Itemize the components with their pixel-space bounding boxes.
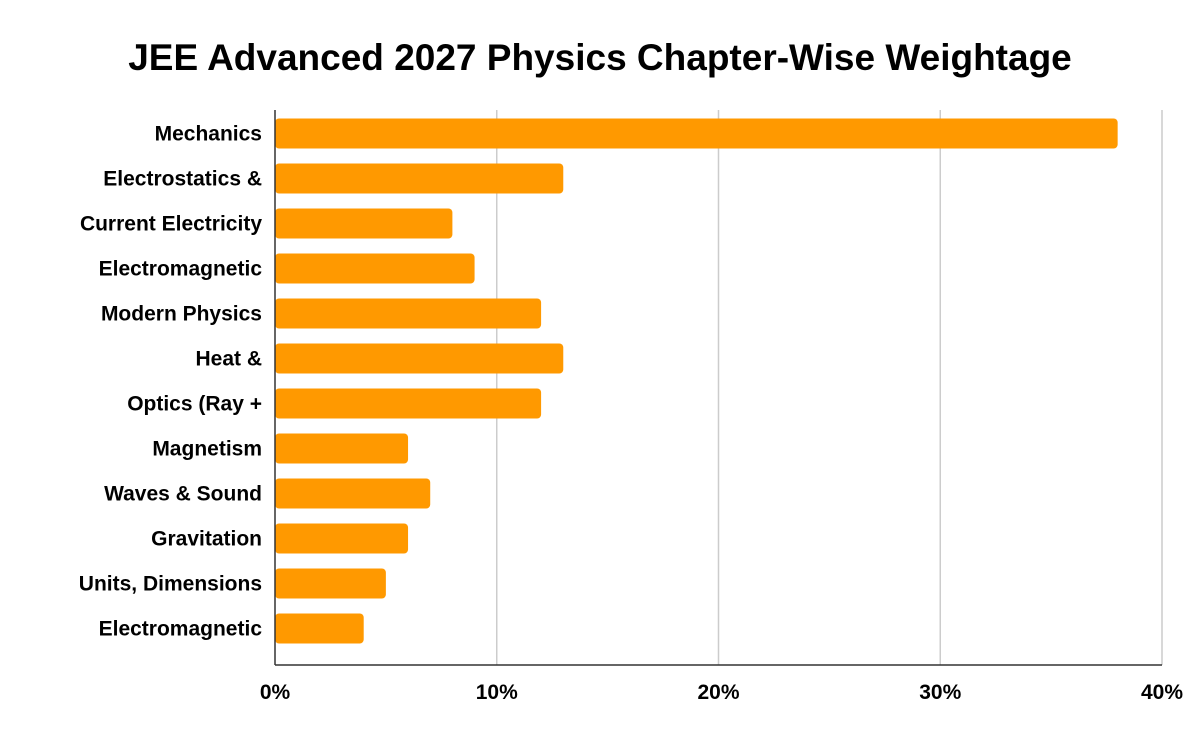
- bar: [275, 433, 409, 464]
- axes: [274, 110, 1162, 666]
- bars: [275, 118, 1118, 644]
- bar: [275, 163, 564, 194]
- bar: [275, 478, 431, 509]
- x-tick-label: 40%: [1141, 681, 1183, 704]
- category-label: Electromagnetic: [99, 258, 263, 281]
- category-label: Current Electricity: [80, 213, 262, 236]
- bar: [275, 523, 409, 554]
- bar: [275, 613, 364, 644]
- bar: [275, 208, 453, 239]
- category-label: Optics (Ray +: [127, 393, 262, 416]
- category-label: Heat &: [195, 348, 262, 371]
- category-labels: Mechanics Electrostatics & Current Electri…: [79, 123, 263, 641]
- bar: [275, 568, 386, 599]
- bar: [275, 298, 542, 329]
- category-label: Electrostatics &: [103, 168, 262, 191]
- category-label: Electromagnetic: [99, 618, 263, 641]
- x-tick-label: 0%: [260, 681, 291, 704]
- gridlines: [496, 110, 1163, 665]
- x-tick-label: 20%: [697, 681, 739, 704]
- bar: [275, 253, 475, 284]
- bar: [275, 388, 542, 419]
- category-label: Magnetism: [152, 438, 262, 461]
- category-label: Gravitation: [151, 528, 262, 551]
- category-label: Units, Dimensions: [79, 573, 262, 596]
- x-tick-labels: 0% 10% 20% 30% 40%: [260, 681, 1184, 704]
- bar: [275, 343, 564, 374]
- category-label: Waves & Sound: [104, 483, 262, 506]
- bar: [275, 118, 1118, 149]
- x-tick-label: 30%: [919, 681, 961, 704]
- chart-title: JEE Advanced 2027 Physics Chapter-Wise W…: [128, 37, 1072, 78]
- x-tick-label: 10%: [476, 681, 518, 704]
- category-label: Mechanics: [155, 123, 262, 146]
- category-label: Modern Physics: [101, 303, 262, 326]
